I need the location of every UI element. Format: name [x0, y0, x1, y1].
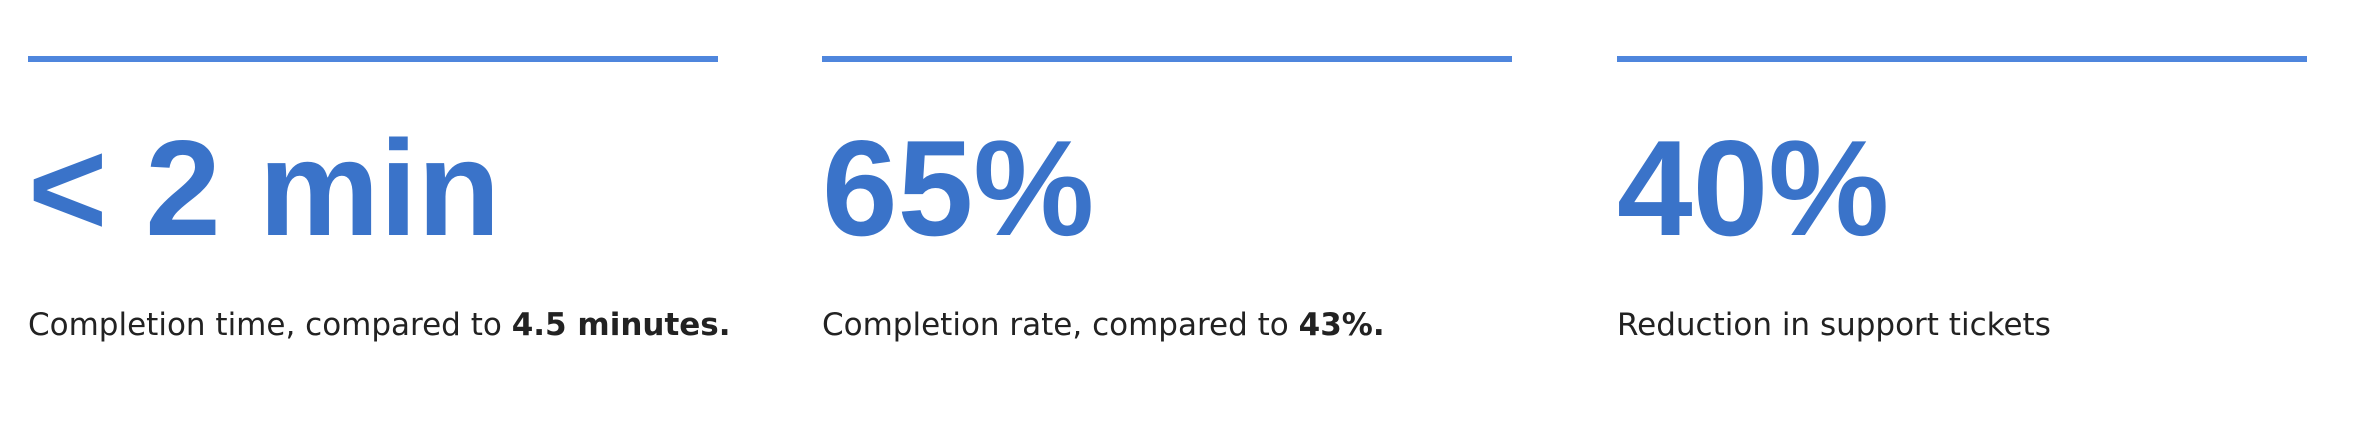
stat-caption-text: Completion rate, compared to: [822, 307, 1299, 343]
stat-support-tickets: 40% Reduction in support tickets: [1617, 0, 2307, 434]
accent-divider: [28, 56, 718, 62]
accent-divider: [1617, 56, 2307, 62]
stat-caption: Completion rate, compared to 43%.: [822, 305, 1385, 345]
stat-caption: Completion time, compared to 4.5 minutes…: [28, 305, 731, 345]
stat-caption-text: Reduction in support tickets: [1617, 307, 2051, 343]
stat-caption: Reduction in support tickets: [1617, 305, 2051, 345]
stat-completion-rate: 65% Completion rate, compared to 43%.: [822, 0, 1512, 434]
stat-completion-time: < 2 min Completion time, compared to 4.5…: [28, 0, 731, 434]
stat-caption-emphasis: 4.5 minutes.: [511, 307, 731, 343]
stat-value: 40%: [1617, 112, 1890, 264]
stat-caption-emphasis: 43%.: [1298, 307, 1385, 343]
stat-value: 65%: [822, 112, 1095, 264]
stat-caption-text: Completion time, compared to: [28, 307, 512, 343]
stat-value: < 2 min: [28, 112, 501, 264]
accent-divider: [822, 56, 1512, 62]
